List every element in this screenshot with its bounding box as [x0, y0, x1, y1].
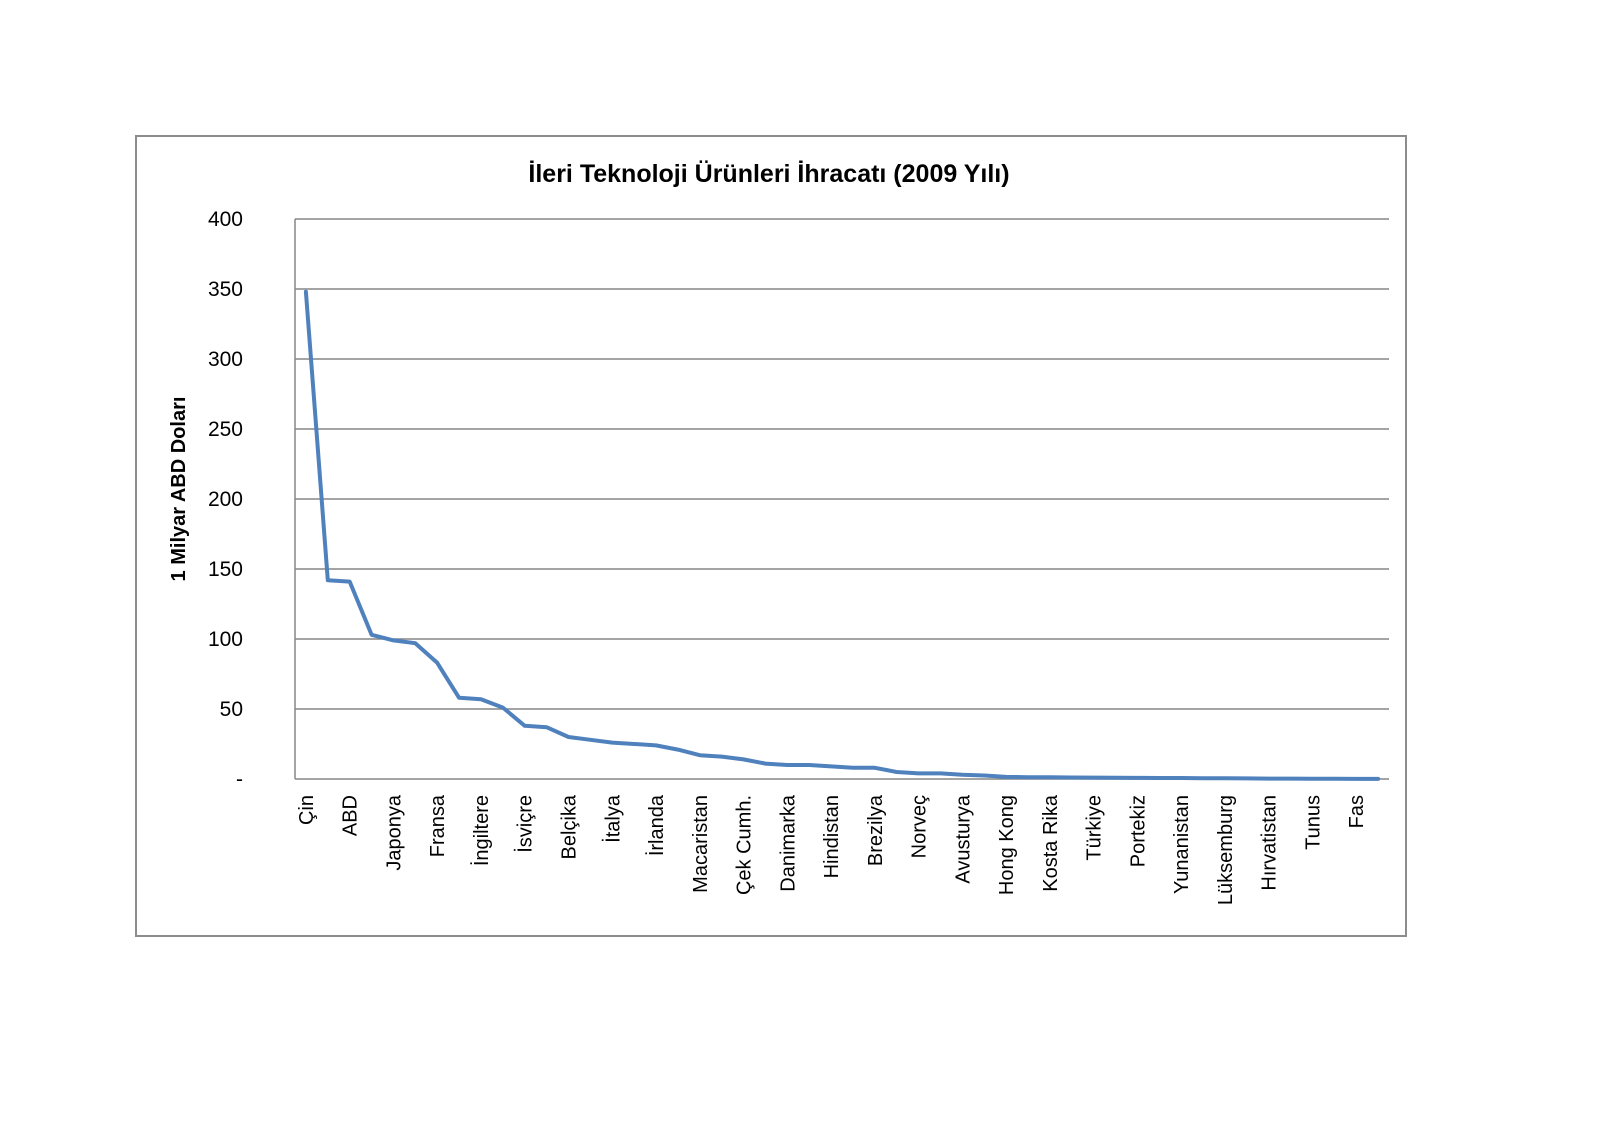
x-tick-label: Portekiz [1127, 795, 1149, 867]
x-tick-label: İtalya [601, 794, 624, 843]
x-tick-label: Lüksemburg [1215, 795, 1237, 905]
y-tick-label: 300 [208, 348, 243, 371]
y-tick-label: 200 [208, 488, 243, 511]
x-tick-label: Türkiye [1084, 795, 1106, 861]
series-layer [303, 289, 1381, 781]
x-tick-label: Fransa [427, 794, 449, 857]
x-tick-label: Danimarka [777, 794, 799, 892]
y-tick-label: 100 [208, 628, 243, 651]
series-line [303, 289, 1381, 781]
chart-title: İleri Teknoloji Ürünleri İhracatı (2009 … [528, 159, 1009, 188]
y-tick-label: 50 [220, 698, 243, 721]
x-tick-label: İsviçre [514, 795, 537, 853]
x-tick-label: Macaristan [690, 795, 712, 893]
y-tick-label: 250 [208, 418, 243, 441]
y-tick-label: - [236, 768, 243, 791]
x-tick-label: İrlanda [645, 794, 668, 856]
x-tick-label: Yunanistan [1171, 795, 1193, 894]
x-tick-label: Hong Kong [996, 795, 1018, 895]
line-chart: İleri Teknoloji Ürünleri İhracatı (2009 … [168, 159, 1389, 905]
gridlines [295, 218, 1389, 710]
x-tick-label: Kosta Rika [1040, 794, 1062, 892]
x-tick-label: Hırvatistan [1259, 795, 1281, 891]
x-axis-ticks: Çin ABD Japonya Fransa İngiltere İsviçre Belçi… [296, 794, 1368, 905]
x-tick-label: Norveç [909, 795, 931, 858]
x-tick-label: Japonya [383, 794, 405, 870]
y-axis-ticks: - 50 100 150 200 250 300 350 400 [208, 208, 243, 791]
x-tick-label: Avusturya [952, 794, 974, 883]
x-tick-label: Brezilya [865, 794, 887, 866]
y-tick-label: 150 [208, 558, 243, 581]
y-axis-label: 1 Milyar ABD Doları [168, 397, 190, 582]
chart-frame: İleri Teknoloji Ürünleri İhracatı (2009 … [135, 135, 1407, 937]
x-tick-label: ABD [340, 795, 362, 836]
x-tick-label: İngiltere [470, 795, 493, 866]
x-tick-label: Çek Cumh. [734, 795, 756, 895]
x-tick-label: Hindistan [821, 795, 843, 878]
x-tick-label: Çin [296, 795, 318, 825]
y-tick-label: 350 [208, 278, 243, 301]
y-tick-label: 400 [208, 208, 243, 231]
x-tick-label: Fas [1346, 795, 1368, 828]
x-tick-label: Tunus [1302, 795, 1324, 850]
x-tick-label: Belçika [559, 794, 581, 859]
